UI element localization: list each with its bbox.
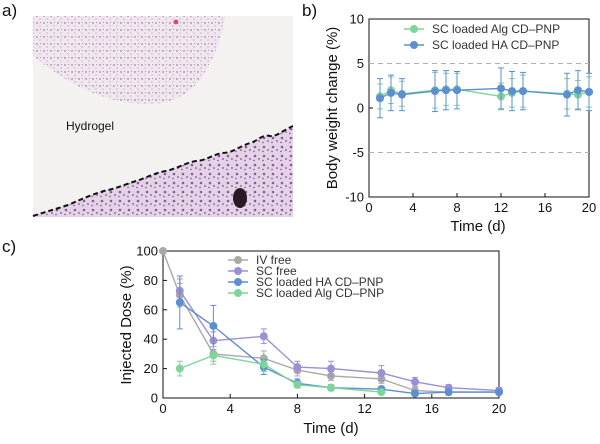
- data-point: [377, 388, 386, 397]
- xlabel-b: Time (d): [450, 218, 505, 235]
- tissue-top-region: [33, 16, 225, 105]
- x-tick-label: 0: [365, 200, 372, 215]
- data-point: [387, 88, 395, 97]
- x-tick-label: 20: [582, 200, 596, 215]
- data-point: [563, 90, 571, 99]
- data-point: [431, 87, 439, 96]
- data-point: [293, 363, 302, 372]
- panel-label-a: a): [2, 1, 17, 20]
- legend-marker: [234, 256, 242, 264]
- micrograph: Hydrogel: [32, 16, 294, 217]
- y-tick-label: 60: [144, 302, 158, 317]
- x-tick-label: 8: [294, 401, 301, 416]
- data-point: [259, 360, 268, 369]
- data-point: [508, 87, 516, 96]
- x-tick-label: 4: [227, 401, 234, 416]
- series-c: [159, 247, 503, 398]
- y-tick-label: 10: [350, 12, 364, 27]
- data-point: [327, 383, 335, 392]
- x-tick-label: 16: [425, 401, 439, 416]
- data-point: [495, 388, 503, 397]
- series-line: [179, 290, 500, 392]
- data-point: [411, 389, 419, 398]
- panel-label-c: c): [2, 237, 16, 256]
- data-point: [175, 298, 184, 307]
- data-point: [175, 364, 184, 373]
- data-point: [209, 321, 218, 330]
- series-group: [376, 71, 593, 111]
- axes-b: 0 4 8 12 16 20 -10 -5 0 5 10: [345, 12, 596, 216]
- legend-entry: IV free: [256, 253, 292, 267]
- data-point: [453, 86, 461, 95]
- ylabel-b: Body weight change (%): [324, 27, 341, 190]
- legend-entry: SC loaded HA CD–PNP: [256, 275, 383, 289]
- x-tick-label: 8: [453, 200, 460, 215]
- data-point: [376, 94, 384, 103]
- x-tick-label: 0: [159, 401, 166, 416]
- skin-tissue-region: [33, 126, 293, 217]
- x-tick-label: 20: [492, 401, 506, 416]
- legend-entry: SC loaded Alg CD–PNP: [256, 286, 384, 300]
- x-tick-label: 16: [538, 200, 552, 215]
- data-point: [444, 388, 453, 397]
- data-point: [442, 86, 450, 95]
- data-point: [377, 369, 386, 378]
- series-b: [376, 67, 593, 119]
- tissue-dark-spot: [233, 188, 247, 208]
- x-tick-label: 12: [357, 401, 371, 416]
- y-tick-label: 0: [357, 101, 364, 116]
- y-tick-label: -10: [345, 190, 364, 205]
- data-point: [411, 377, 419, 386]
- x-tick-label: 12: [494, 200, 508, 215]
- data-point: [497, 84, 505, 93]
- y-tick-label: 0: [151, 391, 158, 406]
- data-point: [519, 87, 527, 96]
- data-point: [293, 380, 302, 389]
- data-point: [209, 351, 218, 360]
- tissue-boundary-line: [32, 125, 294, 217]
- panel-label-b: b): [302, 1, 317, 20]
- y-tick-label: 100: [136, 244, 158, 259]
- legend-marker: [410, 41, 418, 49]
- legend-marker: [234, 267, 242, 275]
- legend-marker: [234, 278, 242, 286]
- y-tick-label: 5: [357, 56, 364, 71]
- y-tick-label: 20: [144, 361, 158, 376]
- tissue-pink-spot: [173, 19, 179, 25]
- data-point: [159, 247, 167, 255]
- data-point: [585, 87, 593, 96]
- series-group: [376, 67, 593, 119]
- legend-marker: [234, 289, 242, 297]
- y-tick-label: 80: [144, 273, 158, 288]
- legend-entry: SC loaded Alg CD–PNP: [432, 22, 560, 36]
- ylabel-c: Injected Dose (%): [118, 265, 135, 384]
- legend-b: SC loaded Alg CD–PNP SC loaded HA CD–PNP: [404, 22, 560, 52]
- series-line: [179, 301, 499, 395]
- legend-entry: SC loaded HA CD–PNP: [432, 38, 559, 52]
- xlabel-c: Time (d): [303, 420, 358, 437]
- legend-entry: SC free: [256, 264, 297, 278]
- series-line: [162, 250, 499, 393]
- x-tick-label: 4: [409, 200, 416, 215]
- axes-c: 0 4 8 12 16 20 0 20 40 60 80 100: [136, 244, 506, 417]
- micrograph-label: Hydrogel: [66, 119, 114, 133]
- series-group: [175, 346, 386, 397]
- y-tick-label: -5: [352, 145, 364, 160]
- data-point: [574, 86, 582, 95]
- data-point: [327, 364, 335, 373]
- y-tick-label: 40: [144, 332, 158, 347]
- data-point: [398, 90, 406, 99]
- series-line: [379, 88, 590, 98]
- series-line: [179, 354, 382, 393]
- data-point: [259, 332, 268, 341]
- legend-marker: [410, 25, 418, 33]
- plot-frame-c: [162, 250, 500, 399]
